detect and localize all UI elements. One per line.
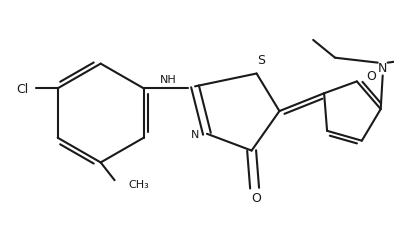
Text: O: O — [252, 192, 261, 205]
Text: NH: NH — [160, 75, 176, 85]
Text: CH₃: CH₃ — [128, 179, 149, 189]
Text: O: O — [366, 70, 376, 83]
Text: S: S — [258, 54, 265, 67]
Text: N: N — [378, 62, 387, 75]
Text: N: N — [191, 129, 199, 139]
Text: Cl: Cl — [16, 82, 28, 95]
